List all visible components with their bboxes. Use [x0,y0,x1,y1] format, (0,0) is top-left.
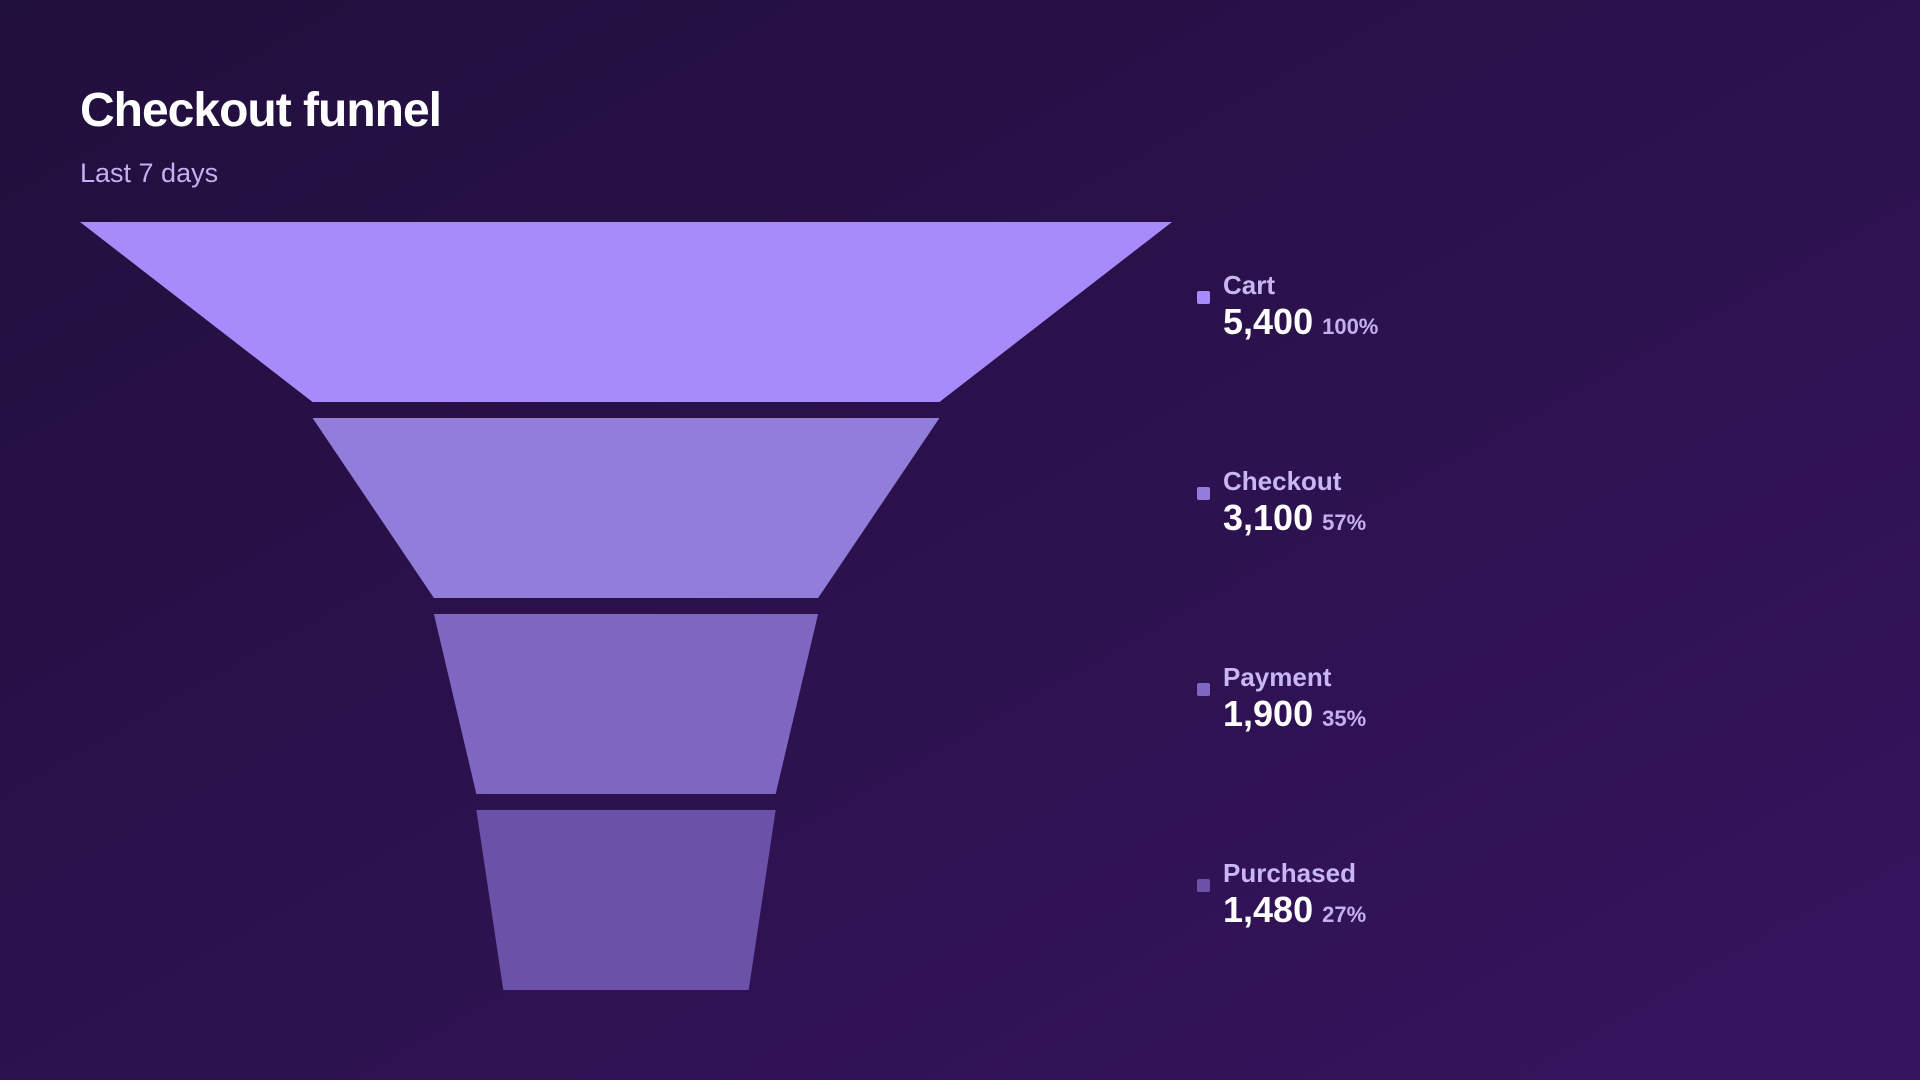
legend-marker [1197,487,1210,500]
legend-label: Checkout [1223,466,1342,496]
funnel-segment [80,222,1172,402]
percent-label: 27% [1322,902,1366,927]
value-label: 1,900 [1223,693,1313,734]
value-label: 5,400 [1223,301,1313,342]
percent-label: 35% [1322,706,1366,731]
funnel-segment [476,810,776,990]
legend-marker [1197,683,1210,696]
percent-label: 57% [1322,510,1366,535]
value-label: 3,100 [1223,497,1313,538]
chart-title: Checkout funnel [80,84,441,137]
chart-subtitle: Last 7 days [80,158,218,188]
legend-marker [1197,879,1210,892]
percent-label: 100% [1322,314,1378,339]
legend-label: Purchased [1223,858,1356,888]
legend-label: Payment [1223,662,1332,692]
legend-marker [1197,291,1210,304]
legend-label: Cart [1223,270,1275,300]
value-label: 1,480 [1223,889,1313,930]
funnel-segment [433,614,819,794]
funnel-segment [312,418,940,598]
